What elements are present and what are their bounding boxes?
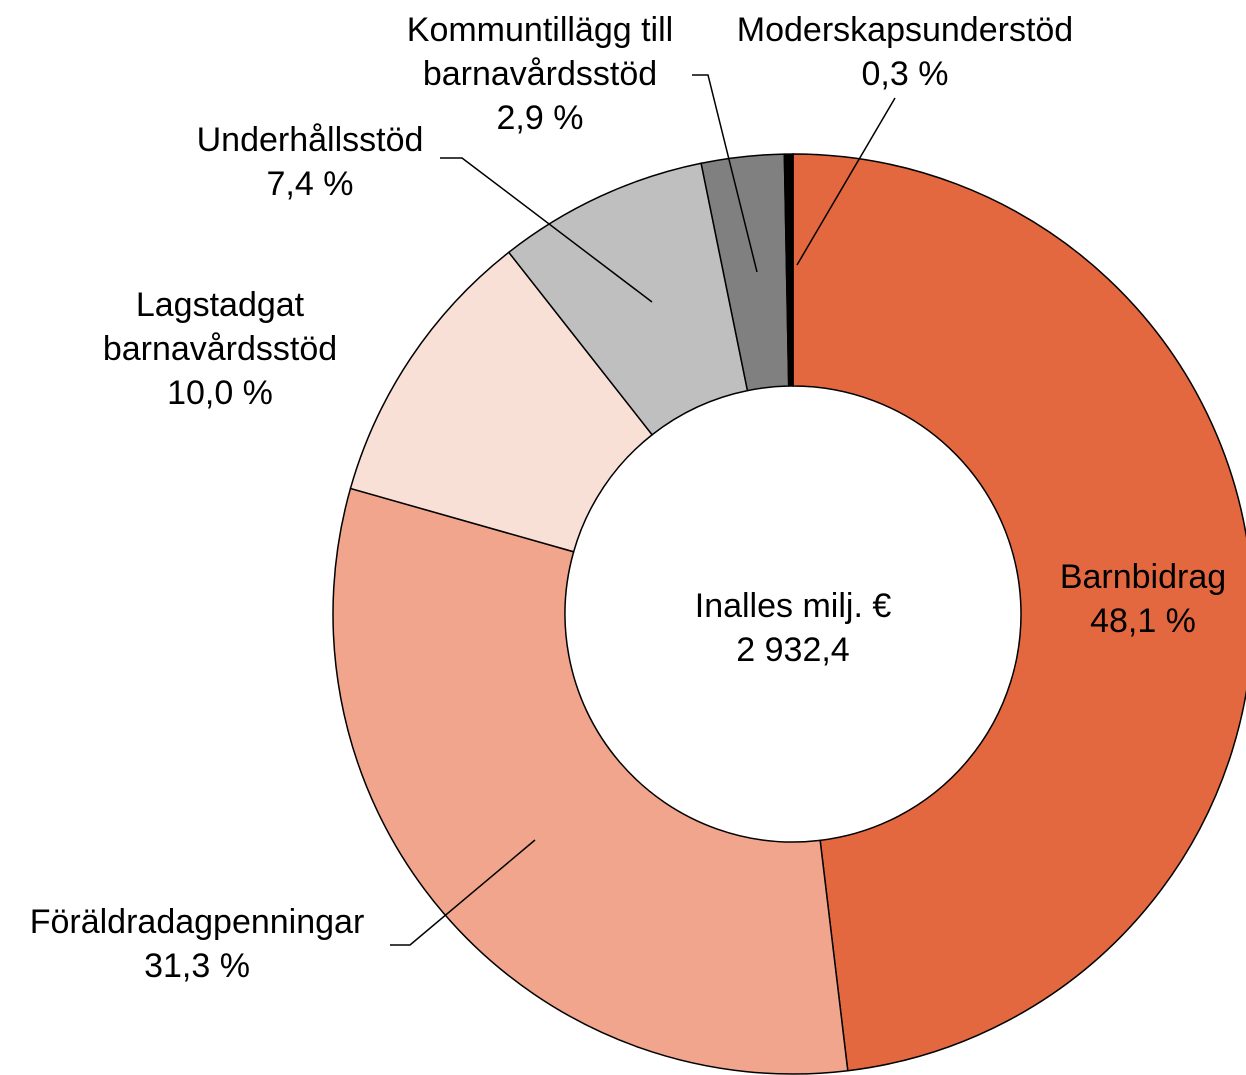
center-label: Inalles milj. € 2 932,4 xyxy=(695,584,892,672)
category-name: Lagstadgat barnavårdsstöd xyxy=(102,286,338,368)
category-name: Barnbidrag xyxy=(1059,558,1227,596)
value-label: 0,3 % xyxy=(861,55,949,93)
slice-label: Kommuntillägg till barnavårdsstöd 2,9 % xyxy=(385,8,695,140)
center-title: Inalles milj. € xyxy=(694,587,892,625)
donut-slice xyxy=(349,251,654,553)
value-label: 2,9 % xyxy=(496,99,584,137)
donut-slice xyxy=(792,153,1246,1072)
leader-line xyxy=(390,839,536,946)
value-label: 7,4 % xyxy=(266,165,354,203)
center-total: 2 932,4 xyxy=(736,631,850,669)
leader-line xyxy=(692,74,758,273)
leader-line xyxy=(440,157,653,303)
category-name: Föräldradagpenningar xyxy=(29,903,365,941)
category-name: Moderskapsunderstöd xyxy=(736,11,1074,49)
slice-label: Moderskapsunderstöd 0,3 % xyxy=(737,8,1073,96)
slice-label: Barnbidrag 48,1 % xyxy=(1060,555,1226,643)
value-label: 10,0 % xyxy=(167,374,273,412)
value-label: 48,1 % xyxy=(1090,602,1196,640)
slice-label: Underhållsstöd 7,4 % xyxy=(197,118,424,206)
donut-slice xyxy=(332,487,849,1075)
category-name: Underhållsstöd xyxy=(196,121,424,159)
value-label: 31,3 % xyxy=(144,947,250,985)
slice-label: Lagstadgat barnavårdsstöd 10,0 % xyxy=(85,283,355,415)
donut-slice xyxy=(783,153,794,387)
slice-label: Föräldradagpenningar 31,3 % xyxy=(30,900,365,988)
category-name: Kommuntillägg till barnavårdsstöd xyxy=(406,11,674,93)
leader-line xyxy=(796,97,896,266)
